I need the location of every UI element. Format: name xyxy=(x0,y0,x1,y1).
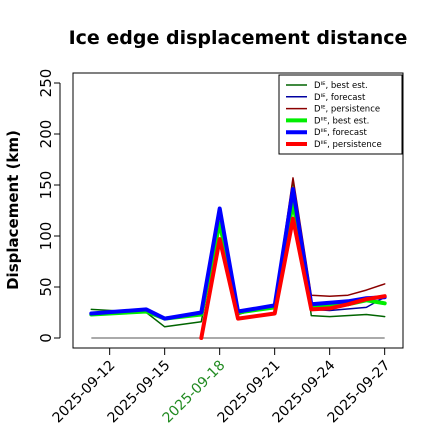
legend-entry: Dᴵᴵᴱ, persistence xyxy=(314,140,382,150)
legend-entry: Dᴵᴱ, forecast xyxy=(314,93,366,103)
y-tick-label: 50 xyxy=(37,277,55,296)
legend-entry: Dᴵᴱ, best est. xyxy=(314,81,368,91)
y-tick-label: 0 xyxy=(37,333,55,343)
chart-title: Ice edge displacement distance xyxy=(69,27,408,49)
legend-box xyxy=(278,74,403,155)
y-axis: 0 50 100 150 200 250 xyxy=(37,69,61,343)
plot-area xyxy=(89,177,387,340)
y-tick-label: 100 xyxy=(37,222,55,251)
y-tick-label: 200 xyxy=(37,120,55,149)
series-line-2 xyxy=(90,187,386,320)
series-line-6 xyxy=(199,216,387,340)
y-axis-label: Displacement (km) xyxy=(4,130,22,290)
legend-entry: Dᴵᴱ, persistence xyxy=(314,105,380,115)
legend-entry: Dᴵᴵᴱ, forecast xyxy=(314,128,368,138)
y-tick-label: 150 xyxy=(37,171,55,200)
x-axis: 2025-09-122025-09-152025-09-182025-09-21… xyxy=(50,347,393,426)
legend: Dᴵᴱ, best est. Dᴵᴱ, forecast Dᴵᴱ, persiste… xyxy=(278,74,403,155)
legend-entry: Dᴵᴵᴱ, best est. xyxy=(314,116,369,126)
y-tick-label: 250 xyxy=(37,69,55,98)
series-line-5 xyxy=(89,187,387,321)
